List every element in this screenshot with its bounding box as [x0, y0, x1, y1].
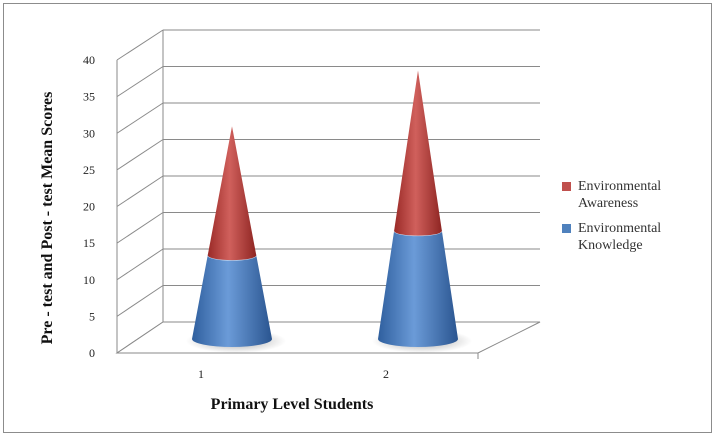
- cone-2: [372, 70, 472, 353]
- cone-segment-awareness: [207, 126, 257, 261]
- x-tick-label: 1: [198, 367, 204, 381]
- gridline-side: [116, 102, 164, 134]
- gridline-side: [116, 248, 164, 281]
- cones: [186, 70, 472, 353]
- gridline-side: [116, 285, 164, 317]
- gridline-side: [116, 66, 164, 98]
- legend-label: Environmental: [578, 221, 661, 236]
- legend-swatch: [562, 182, 571, 191]
- gridline-side: [116, 29, 164, 61]
- y-tick-label: 20: [83, 200, 95, 214]
- y-tick-label: 30: [83, 126, 95, 140]
- y-tick-label: 35: [83, 90, 95, 104]
- y-tick-label: 5: [89, 309, 95, 323]
- y-axis-ticks: 0 5 10 15 20 25 30 35 40: [83, 53, 95, 360]
- y-tick-label: 40: [83, 53, 95, 67]
- y-tick-label: 25: [83, 163, 95, 177]
- legend-swatch: [562, 224, 571, 233]
- legend: Environmental Awareness Environmental Knowl…: [562, 179, 661, 253]
- y-tick-label: 0: [89, 346, 95, 360]
- legend-label: Knowledge: [578, 238, 643, 253]
- gridline-side: [116, 139, 164, 171]
- y-axis-title: Pre - test and Post - test Mean Scores: [39, 92, 56, 345]
- gridline-side: [116, 175, 164, 207]
- legend-label: Environmental: [578, 179, 661, 194]
- y-tick-label: 15: [83, 236, 95, 250]
- y-tick-label: 10: [83, 273, 95, 287]
- floor-plane: [115, 321, 541, 354]
- cone-segment-knowledge: [378, 226, 458, 347]
- gridline-side: [116, 212, 164, 244]
- cone-1: [186, 126, 286, 353]
- x-axis-title: Primary Level Students: [211, 396, 374, 413]
- chart-floor: [115, 321, 541, 359]
- chart-frame: [3, 3, 712, 433]
- legend-label: Awareness: [578, 196, 638, 211]
- x-tick-label: 2: [383, 367, 389, 381]
- cone-segment-knowledge: [192, 250, 272, 347]
- gridlines: [116, 29, 540, 354]
- cone-segment-awareness: [394, 70, 442, 236]
